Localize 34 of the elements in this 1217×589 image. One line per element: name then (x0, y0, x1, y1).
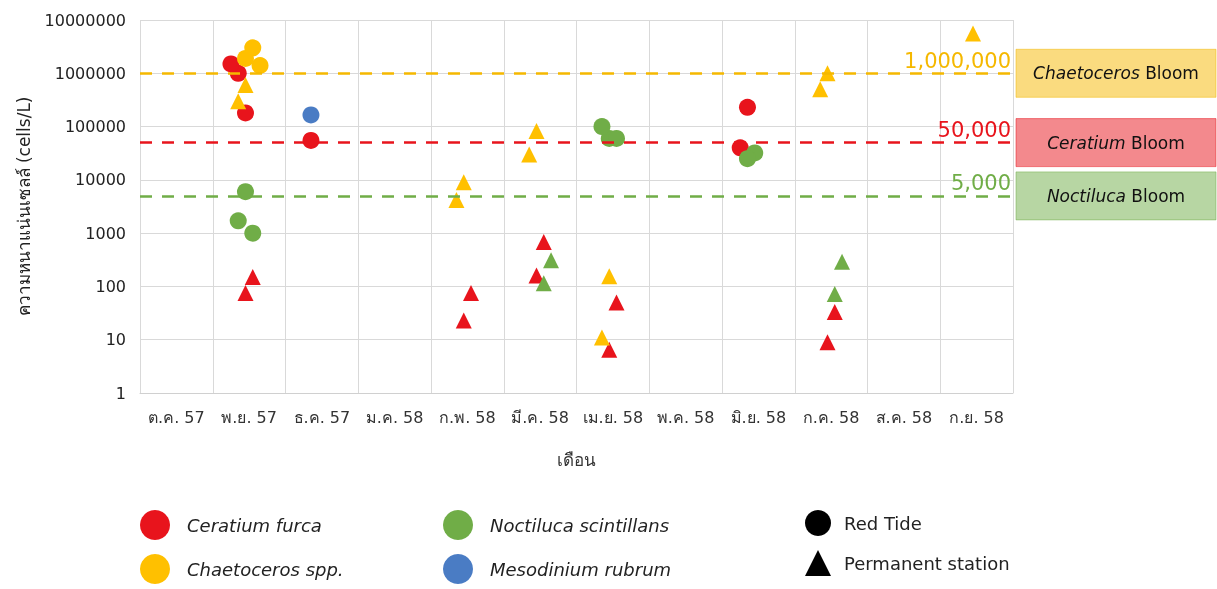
x-tick-label: ธ.ค. 57 (293, 407, 351, 427)
x-tick-label: ม.ค. 58 (365, 407, 424, 427)
x-tick-label: ก.ย. 58 (949, 407, 1004, 427)
y-tick-label: 1 (115, 383, 126, 403)
x-tick-label: มิ.ย. 58 (730, 407, 787, 427)
text: Chaetoceros Bloom (1033, 63, 1199, 84)
y-tick-label: 1000000 (54, 63, 126, 83)
legend-label: Chaetoceros spp. (187, 558, 344, 580)
x-axis-title: เดือน (557, 449, 596, 470)
legend-label: Ceratium furca (187, 514, 322, 536)
y-tick-label: 1000 (85, 223, 126, 243)
legend-label: Mesodinium rubrum (490, 558, 672, 580)
legend-label: Red Tide (844, 512, 922, 534)
ref-line-label: 50,000 (937, 118, 1011, 143)
x-tick-label: ส.ค. 58 (875, 407, 933, 427)
text: Noctiluca Bloom (1046, 185, 1186, 206)
legend-label: Permanent station (844, 552, 1010, 574)
x-tick-label: ต.ค. 57 (148, 407, 205, 427)
text: Ceratium Bloom (1047, 132, 1185, 153)
ref-line-label: 5,000 (950, 171, 1011, 196)
x-tick-label: ก.พ. 58 (439, 407, 496, 427)
y-tick-label: 10000 (75, 170, 126, 190)
x-tick-label: ก.ค. 58 (802, 407, 860, 427)
y-tick-label: 10 (105, 330, 126, 350)
x-tick-label: พ.ย. 57 (221, 407, 277, 427)
y-tick-label: 100 (95, 276, 126, 296)
y-tick-label: 10000000 (44, 10, 126, 30)
y-tick-label: 100000 (64, 117, 126, 137)
ref-line-label: 1,000,000 (904, 48, 1011, 73)
x-tick-label: พ.ค. 58 (656, 407, 715, 427)
x-tick-label: มี.ค. 58 (511, 407, 569, 427)
y-axis-title: ความหนาแน่นเซลล์ (cells/L) (13, 96, 34, 317)
legend-label: Noctiluca scintillans (490, 514, 670, 536)
x-tick-label: เม.ย. 58 (582, 407, 644, 427)
